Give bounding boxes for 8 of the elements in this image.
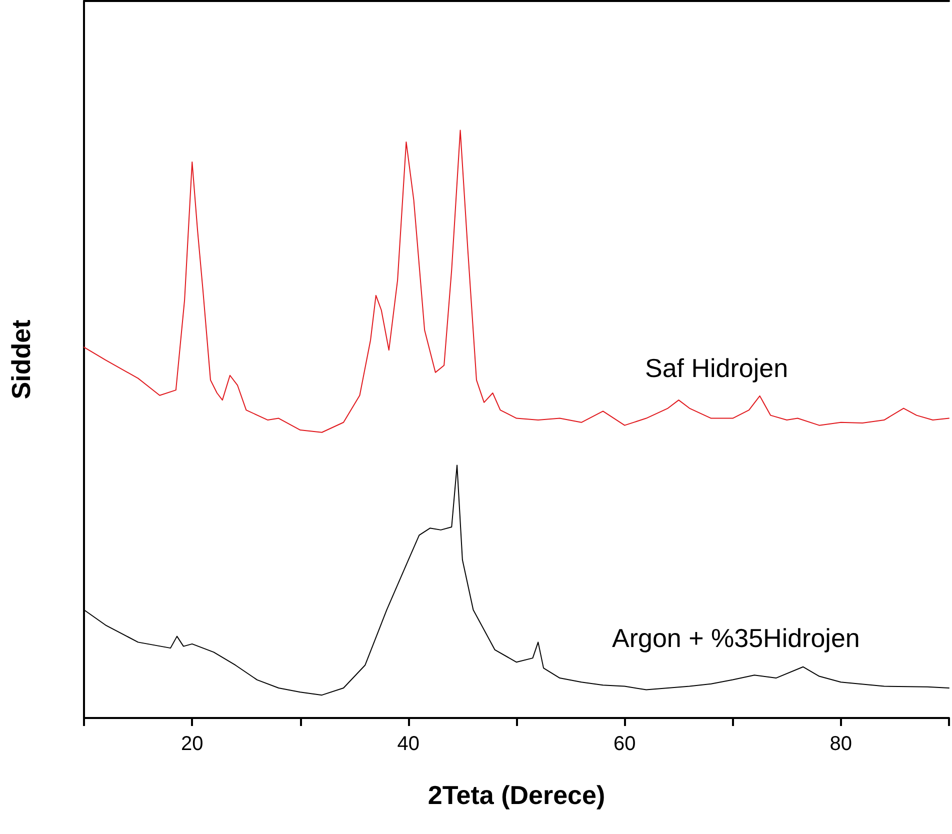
x-tick-label: 80 bbox=[830, 733, 852, 755]
x-tick-label: 40 bbox=[397, 733, 420, 755]
series-label: Saf Hidrojen bbox=[645, 353, 788, 383]
x-axis-title: 2Teta (Derece) bbox=[428, 780, 606, 810]
y-axis-title: Siddet bbox=[6, 319, 36, 400]
x-tick-label: 20 bbox=[181, 733, 204, 755]
series-label: Argon + %35Hidrojen bbox=[612, 623, 860, 653]
x-tick-label: 60 bbox=[614, 733, 636, 755]
